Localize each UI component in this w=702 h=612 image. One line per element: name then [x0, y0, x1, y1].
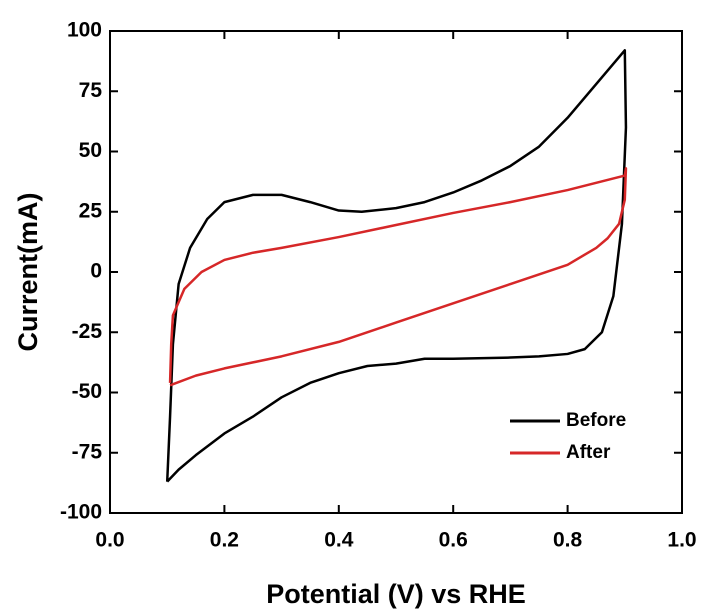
legend-label: After	[566, 442, 611, 463]
x-tick-label: 0.2	[210, 529, 239, 552]
y-tick-label: -50	[72, 380, 102, 403]
legend-label: Before	[566, 410, 626, 431]
y-tick-label: 25	[79, 199, 103, 222]
y-tick-label: -75	[72, 440, 103, 463]
x-tick-label: 1.0	[667, 529, 696, 552]
y-tick-label: -100	[60, 501, 102, 524]
series-line	[168, 167, 628, 387]
y-tick-label: 50	[79, 139, 102, 162]
series-line	[165, 49, 628, 483]
x-tick-label: 0.8	[553, 529, 583, 552]
x-tick-label: 0.0	[95, 529, 124, 552]
plot-frame	[109, 30, 683, 514]
y-tick-label: 0	[90, 260, 102, 283]
y-tick-label: 100	[67, 19, 102, 42]
y-axis-title: Current(mA)	[13, 193, 43, 352]
y-tick-label: -25	[72, 320, 103, 343]
x-axis-title: Potential (V) vs RHE	[266, 579, 526, 609]
x-tick-label: 0.6	[439, 529, 468, 552]
x-tick-label: 0.4	[324, 529, 354, 552]
y-tick-label: 75	[79, 79, 103, 102]
